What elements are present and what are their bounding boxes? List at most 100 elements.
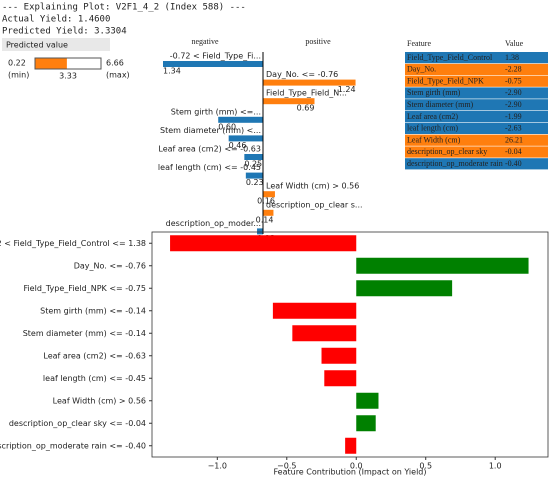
table-row [405,87,548,99]
table-row [405,63,548,75]
title-bg [2,38,110,51]
lime-label: description_op_moder... [166,219,261,228]
table-row [405,52,548,64]
lime-value: 1.34 [163,67,181,76]
x-tick-label: 1.0 [489,462,502,471]
predicted-label: 3.33 [59,72,77,81]
table-cell: -0.04 [505,147,522,156]
lime-value: 0.23 [246,178,264,187]
y-tick-label: Leaf Width (cm) > 0.56 [53,396,146,405]
lime-bar [244,154,263,160]
header-line: --- Explaining Plot: V2F1_4_2 (Index 588… [2,3,246,13]
lime-bar [163,61,263,67]
bar-frame [34,57,102,70]
lime-label: Leaf Width (cm) > 0.56 [266,182,359,191]
y-tick-label: Stem girth (mm) <= -0.14 [40,306,146,315]
lime-value: 0.46 [229,141,247,150]
lime-bar [263,191,275,198]
plot-frame [151,231,549,458]
table-row [405,75,548,87]
table-cell: description_op_clear sky [407,147,487,156]
y-tick-label: leaf length (cm) <= -0.45 [43,374,146,383]
widget-title: Predicted value [6,41,68,50]
bar [292,325,357,342]
lime-label: Day_No. <= -0.76 [266,70,338,79]
bar [356,415,376,432]
table-cell: leaf length (cm) [407,124,458,133]
table-row [405,111,548,123]
lime-label: description_op_clear s... [266,200,363,209]
prediction-bar [35,58,67,69]
table-cell: -2.90 [505,88,522,97]
lime-value: 0.16 [257,197,275,206]
table-row [405,146,548,158]
table-cell: Leaf area (cm2) [407,112,458,121]
min-value: 0.22 [8,59,26,68]
bar [170,235,357,252]
table-header: Feature [407,39,431,48]
table-header: Value [505,39,524,48]
y-tick-label: -0.72 < Field_Type_Field_Control <= 1.38 [0,239,146,248]
table-cell: -0.75 [505,76,522,85]
y-tick-label: description_op_moderate rain <= -0.40 [0,441,146,450]
x-tick-label: −0.5 [277,462,296,471]
lime-label: Stem girth (mm) <=... [171,107,261,116]
table-cell: Day_No. [407,65,436,74]
lime-bar [228,135,263,142]
table-cell: Leaf Width (cm) [407,135,461,144]
bar [356,280,453,297]
table-cell: -2.63 [505,124,522,133]
negative-title: negative [191,37,219,46]
lime-value: 0.14 [256,215,274,224]
lime-label: -0.72 < Field_Type_Fi... [170,52,261,61]
lime-bar [245,172,263,179]
y-tick-label: Day_No. <= -0.76 [74,261,146,270]
table-cell: 1.38 [505,53,519,62]
lime-value: 0.25 [244,160,262,169]
x-tick-label: 0.5 [419,462,432,471]
lime-label: leaf length (cm) <= -0.45 [158,163,261,172]
positive-title: positive [305,37,331,46]
table-cell: Field_Type_Field_Control [407,53,493,62]
table-row [405,158,548,170]
header-line: Predicted Yield: 3.3304 [2,27,127,37]
bar [321,347,357,364]
table-cell: 26.21 [505,135,523,144]
bar [356,392,379,409]
lime-bar [263,98,315,105]
x-axis-label: Feature Contribution (Impact on Yield) [274,468,427,477]
y-tick-label: Leaf area (cm2) <= -0.63 [43,351,146,360]
lime-bar [263,209,274,216]
table-row [405,122,548,134]
lime-bar [218,116,263,123]
bar [356,257,529,274]
max-value: 6.66 [106,59,124,68]
table-cell: -0.40 [505,159,522,168]
table-row [405,99,548,111]
bar [272,302,357,319]
bar [324,370,357,387]
x-tick-label: −1.0 [208,462,227,471]
lime-label: Stem diameter (mm) <... [160,126,261,135]
y-tick-label: Stem diameter (mm) <= -0.14 [23,329,146,338]
table-cell: -1.99 [505,112,522,121]
x-tick-label: 0.0 [350,462,363,471]
lime-value: 1.24 [338,85,356,94]
table-cell: -2.90 [505,100,522,109]
table-row [405,134,548,146]
table-cell: Stem diameter (mm) [407,100,474,109]
max-label: (max) [106,71,130,80]
y-tick-label: Field_Type_Field_NPK <= -0.75 [23,284,146,293]
table-cell: description_op_moderate rain [407,159,503,168]
lime-value: 0.60 [218,122,236,131]
lime-bar [257,228,263,235]
bar [345,437,357,454]
table-cell: -2.28 [505,65,522,74]
lime-label: Field_Type_Field_N... [266,89,347,98]
header-line: Actual Yield: 1.4600 [2,15,110,25]
y-tick-label: description_op_clear sky <= -0.04 [9,419,146,428]
table-cell: Stem girth (mm) [407,88,461,97]
table-cell: Field_Type_Field_NPK [407,76,484,85]
min-label: (min) [8,71,29,80]
